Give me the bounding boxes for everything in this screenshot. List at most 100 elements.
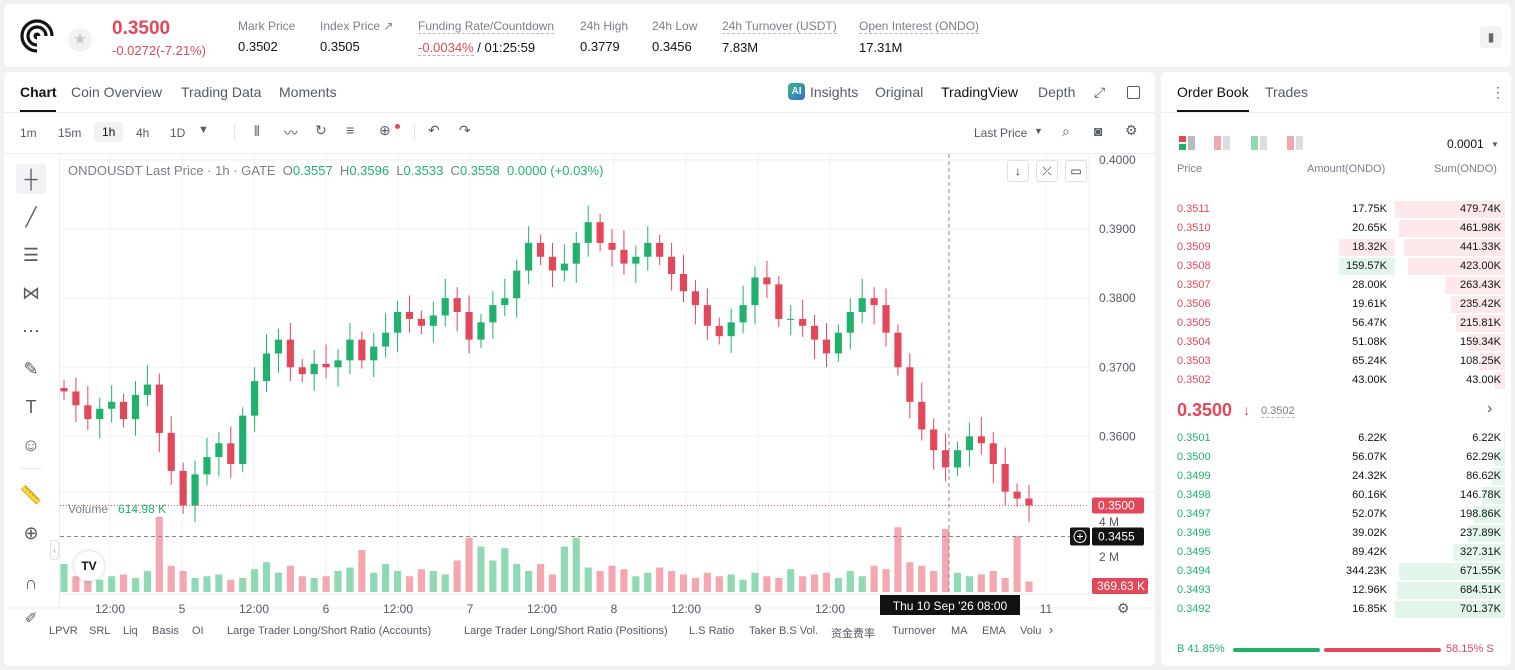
- view-both-icon[interactable]: [1179, 136, 1195, 155]
- more-icon[interactable]: ⋮: [1491, 84, 1505, 100]
- bid-row[interactable]: 0.3499 24.32K 86.62K: [1161, 467, 1511, 486]
- tab-depth[interactable]: Depth: [1038, 84, 1076, 100]
- indicator-item[interactable]: Liq: [123, 625, 138, 637]
- scroll-down-icon[interactable]: ↓: [1007, 160, 1029, 182]
- chevron-right-icon[interactable]: ›: [1487, 400, 1493, 417]
- brush-icon[interactable]: ✎: [23, 359, 39, 379]
- timeframe-4h[interactable]: 4h: [136, 126, 150, 140]
- search-icon[interactable]: ⌕: [1062, 123, 1070, 139]
- redo-icon[interactable]: ↷: [459, 122, 471, 138]
- bid-row[interactable]: 0.3497 52.07K 198.86K: [1161, 505, 1511, 524]
- bid-row[interactable]: 0.3495 89.42K 327.31K: [1161, 543, 1511, 562]
- price-source-select[interactable]: Last Price: [974, 126, 1028, 140]
- indicator-item[interactable]: Taker B.S Vol.: [749, 625, 819, 637]
- bid-row[interactable]: 0.3501 6.22K 6.22K: [1161, 429, 1511, 448]
- bid-row[interactable]: 0.3498 60.16K 146.78K: [1161, 486, 1511, 505]
- ask-row[interactable]: 0.3509 18.32K 441.33K: [1161, 238, 1511, 257]
- pencil-lock-icon[interactable]: ✐: [24, 610, 38, 627]
- ask-row[interactable]: 0.3504 51.08K 159.34K: [1161, 333, 1511, 352]
- trendline-icon[interactable]: ╱: [25, 207, 37, 227]
- indicator-item[interactable]: OI: [192, 625, 204, 637]
- bid-row[interactable]: 0.3494 344.23K 671.55K: [1161, 562, 1511, 581]
- tab-insights[interactable]: Insights: [810, 84, 859, 100]
- tab-coin-overview[interactable]: Coin Overview: [71, 84, 163, 100]
- chevron-down-icon[interactable]: ▼: [1034, 126, 1043, 136]
- indicator-item[interactable]: EMA: [982, 625, 1006, 637]
- horizontal-lines-icon[interactable]: ☰: [22, 245, 40, 265]
- settings-icon[interactable]: ▭: [1065, 160, 1087, 182]
- pattern-icon[interactable]: ⋈: [22, 283, 40, 303]
- timeframe-15m[interactable]: 15m: [58, 126, 82, 140]
- tab-trades[interactable]: Trades: [1265, 84, 1309, 100]
- view-asks-icon[interactable]: [1214, 136, 1230, 155]
- ask-row[interactable]: 0.3508 159.57K 423.00K: [1161, 257, 1511, 276]
- timeframe-1m[interactable]: 1m: [20, 126, 37, 140]
- ask-row[interactable]: 0.3511 17.75K 479.74K: [1161, 200, 1511, 219]
- stat-funding-rate[interactable]: Funding Rate/Countdown -0.0034% / 01:25:…: [418, 19, 555, 56]
- indicator-item[interactable]: Large Trader Long/Short Ratio (Accounts): [227, 625, 432, 637]
- template-icon[interactable]: ≡: [346, 122, 355, 138]
- tab-trading-data[interactable]: Trading Data: [181, 84, 262, 100]
- emoji-icon[interactable]: ☺: [21, 435, 41, 455]
- indicator-item[interactable]: SRL: [89, 625, 111, 637]
- ask-row[interactable]: 0.3506 19.61K 235.42K: [1161, 295, 1511, 314]
- volume-bar: [822, 572, 831, 592]
- timeframe-1d[interactable]: 1D: [170, 126, 186, 140]
- indicator-item[interactable]: 资金费率: [831, 628, 875, 640]
- tab-original[interactable]: Original: [875, 84, 924, 100]
- tab-moments[interactable]: Moments: [279, 84, 337, 100]
- indicator-item[interactable]: L.S Ratio: [689, 625, 735, 637]
- ask-row[interactable]: 0.3507 28.00K 263.43K: [1161, 276, 1511, 295]
- favorite-star-icon[interactable]: ★: [68, 28, 92, 52]
- replay-icon[interactable]: ↻: [315, 122, 327, 138]
- indicator-item[interactable]: Turnover: [892, 625, 936, 637]
- ask-row[interactable]: 0.3503 65.24K 108.25K: [1161, 352, 1511, 371]
- expand-icon[interactable]: ⤢: [1094, 84, 1106, 100]
- collapse-icon[interactable]: ⤫: [1036, 160, 1058, 182]
- bid-row[interactable]: 0.3500 56.07K 62.29K: [1161, 448, 1511, 467]
- candle-type-icon[interactable]: ⫴: [254, 123, 260, 139]
- ask-row[interactable]: 0.3502 43.00K 43.00K: [1161, 371, 1511, 390]
- zoom-in-icon[interactable]: ⊕: [23, 523, 39, 543]
- plus-icon[interactable]: [1073, 530, 1087, 544]
- timeframe-1h[interactable]: 1h: [94, 122, 124, 142]
- view-depth-icon[interactable]: [1287, 136, 1303, 155]
- collapse-toolbar-icon[interactable]: ‹: [50, 540, 59, 560]
- chevron-down-icon[interactable]: ▼: [1491, 140, 1499, 149]
- ruler-icon[interactable]: 📏: [19, 485, 43, 505]
- fib-icon[interactable]: ⋯: [22, 321, 40, 341]
- indicator-item[interactable]: Basis: [152, 625, 179, 637]
- gear-icon[interactable]: ⚙: [1117, 600, 1130, 616]
- text-tool-icon[interactable]: T: [25, 397, 37, 417]
- camera-icon[interactable]: ◙: [1094, 123, 1103, 139]
- bid-row[interactable]: 0.3496 39.02K 237.89K: [1161, 524, 1511, 543]
- precision-select[interactable]: 0.0001: [1447, 137, 1484, 151]
- magnet-icon[interactable]: ∩: [24, 573, 38, 593]
- add-alert-icon[interactable]: ⊕: [379, 122, 391, 138]
- order-sum: 327.31K: [1460, 546, 1501, 558]
- indicator-item[interactable]: MA: [951, 625, 968, 637]
- tradingview-logo-icon[interactable]: TV: [74, 551, 104, 581]
- tab-chart[interactable]: Chart: [20, 84, 57, 100]
- window-icon[interactable]: [1127, 86, 1140, 99]
- indicator-item[interactable]: LPVR: [49, 625, 78, 637]
- stat-index-price[interactable]: Index Price ↗ 0.3505: [320, 19, 394, 54]
- price-chart[interactable]: 0.4000 0.3900 0.3800 0.3700 0.3600 12:00 5 12:0…: [4, 72, 1155, 666]
- gear-icon[interactable]: ⚙: [1125, 122, 1138, 138]
- chevron-right-icon[interactable]: ›: [1049, 622, 1054, 637]
- ask-row[interactable]: 0.3505 56.47K 215.81K: [1161, 314, 1511, 333]
- bid-row[interactable]: 0.3492 16.85K 701.37K: [1161, 600, 1511, 619]
- tab-tradingview[interactable]: TradingView: [941, 84, 1019, 100]
- undo-icon[interactable]: ↶: [428, 122, 440, 138]
- chevron-down-icon[interactable]: ▼: [198, 124, 209, 136]
- candle-body: [572, 242, 580, 264]
- crosshair-icon[interactable]: ┼: [16, 164, 46, 194]
- indicators-icon[interactable]: 〰: [284, 125, 298, 141]
- tab-order-book[interactable]: Order Book: [1177, 84, 1249, 100]
- indicator-item[interactable]: Volu: [1020, 625, 1042, 637]
- notebook-icon[interactable]: ▮: [1480, 26, 1502, 48]
- indicator-item[interactable]: Large Trader Long/Short Ratio (Positions…: [464, 625, 668, 637]
- view-bids-icon[interactable]: [1251, 136, 1267, 155]
- bid-row[interactable]: 0.3493 12.96K 684.51K: [1161, 581, 1511, 600]
- ask-row[interactable]: 0.3510 20.65K 461.98K: [1161, 219, 1511, 238]
